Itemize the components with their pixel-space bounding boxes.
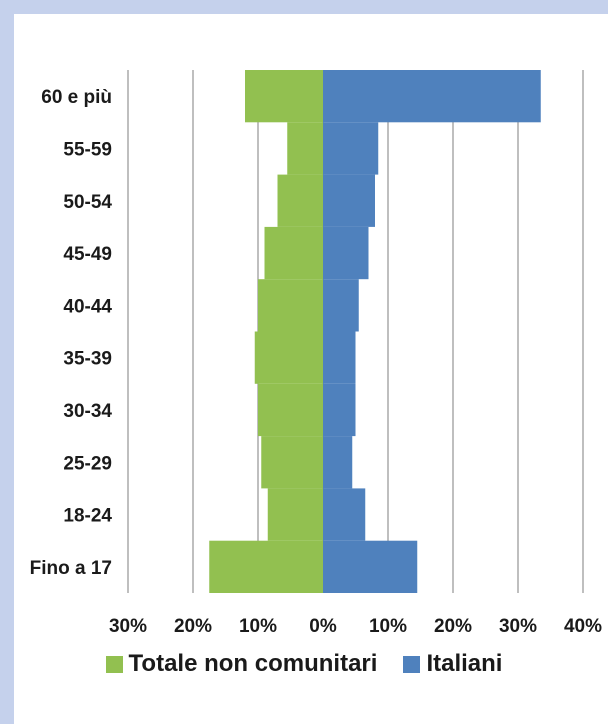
bar-totale-non-comunitari-5: [258, 279, 323, 332]
x-tick-label-1: 20%: [174, 616, 212, 637]
bar-italiani-8: [323, 122, 379, 175]
x-tick-label-0: 30%: [109, 616, 147, 637]
bar-italiani-3: [323, 383, 356, 437]
legend-swatch-totale-non-comunitari: [105, 655, 123, 673]
bar-totale-non-comunitari-1: [267, 488, 323, 541]
bar-totale-non-comunitari-7: [277, 174, 323, 227]
category-label-7: 50-54: [63, 192, 112, 213]
bar-totale-non-comunitari-8: [287, 122, 323, 175]
legend-item-totale-non-comunitari: Totale non comunitari: [105, 650, 378, 678]
bar-totale-non-comunitari-3: [258, 383, 323, 437]
category-label-6: 45-49: [63, 244, 112, 265]
bar-italiani-1: [323, 488, 366, 541]
category-label-0: Fino a 17: [30, 558, 112, 579]
bar-italiani-0: [323, 540, 418, 593]
bar-italiani-2: [323, 436, 353, 489]
category-label-1: 18-24: [63, 506, 112, 527]
bar-totale-non-comunitari-6: [264, 226, 323, 280]
bar-totale-non-comunitari-2: [261, 436, 323, 489]
legend-label-italiani: Italiani: [426, 650, 503, 677]
x-tick-label-2: 10%: [239, 616, 277, 637]
category-label-3: 30-34: [63, 401, 112, 422]
chart-legend: Totale non comunitari Italiani: [0, 650, 608, 678]
bar-totale-non-comunitari-9: [245, 70, 323, 123]
category-label-8: 55-59: [63, 139, 112, 160]
bar-italiani-9: [323, 70, 541, 123]
x-tick-label-4: 10%: [369, 616, 407, 637]
bar-italiani-5: [323, 279, 359, 332]
bar-italiani-6: [323, 226, 369, 280]
legend-label-totale-non-comunitari: Totale non comunitari: [128, 650, 378, 677]
category-label-9: 60 e più: [41, 87, 112, 108]
bar-italiani-4: [323, 331, 356, 384]
category-label-4: 35-39: [63, 349, 112, 370]
category-label-2: 25-29: [63, 453, 112, 474]
legend-swatch-italiani: [403, 655, 421, 673]
bar-totale-non-comunitari-0: [209, 540, 323, 593]
bar-totale-non-comunitari-4: [254, 331, 323, 384]
legend-item-italiani: Italiani: [403, 650, 502, 678]
x-tick-label-3: 0%: [309, 616, 337, 637]
x-tick-label-6: 30%: [499, 616, 537, 637]
bar-italiani-7: [323, 174, 375, 227]
category-label-5: 40-44: [63, 296, 112, 317]
x-tick-label-7: 40%: [564, 616, 602, 637]
x-tick-label-5: 20%: [434, 616, 472, 637]
